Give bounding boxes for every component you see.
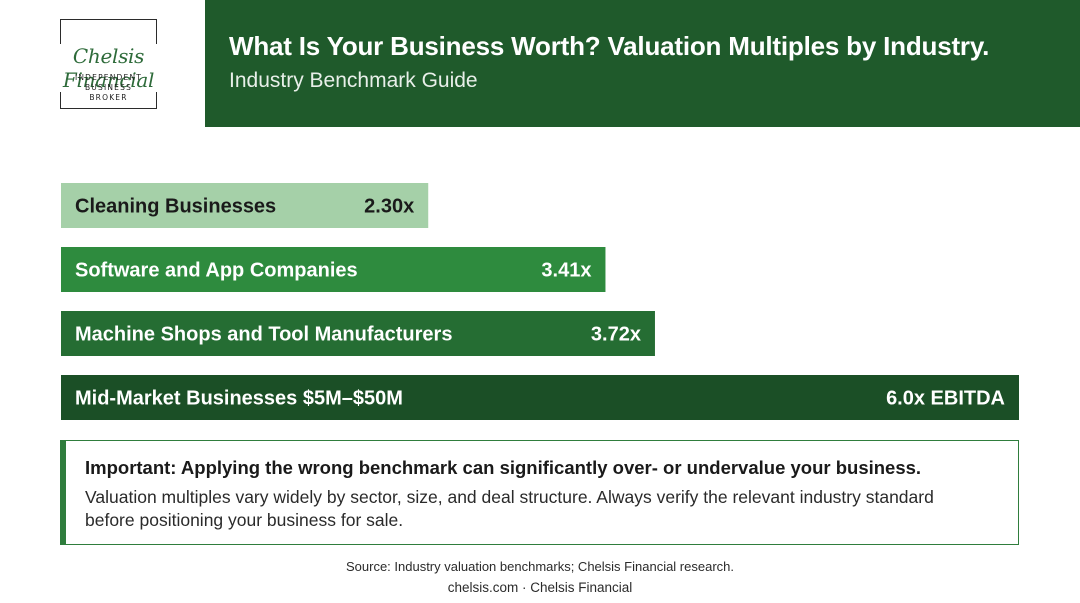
bar-category-label: Cleaning Businesses <box>75 196 276 218</box>
note-body: Valuation multiples vary widely by secto… <box>85 487 934 530</box>
logo-tagline: INDEPENDENT BUSINESS BROKER <box>61 73 156 103</box>
page-title: What Is Your Business Worth? Valuation M… <box>229 31 990 61</box>
bar-category-label: Mid-Market Businesses $5M–$50M <box>75 388 403 410</box>
footer: chelsis.com · Chelsis Financial <box>447 580 633 595</box>
logo-tagline-line3: BROKER <box>89 93 128 102</box>
bar-value-label: 3.72x <box>591 324 641 346</box>
bar-1 <box>61 183 429 228</box>
bar-chart: Cleaning Businesses 2.30x Software and App… <box>61 183 1019 420</box>
bar-category-label: Machine Shops and Tool Manufacturers <box>75 324 452 346</box>
logo-tagline-line1: INDEPENDENT <box>74 73 143 82</box>
page-subtitle: Industry Benchmark Guide <box>229 69 478 92</box>
bar-value-label: 3.41x <box>541 260 591 282</box>
bar-category-label: Software and App Companies <box>75 260 358 282</box>
bar-2 <box>61 247 606 292</box>
source-note: Source: Industry valuation benchmarks; C… <box>345 559 734 574</box>
bar-3 <box>61 311 655 356</box>
bar-value-label: 6.0x EBITDA <box>886 388 1005 410</box>
important-note: Important: Applying the wrong benchmark … <box>60 440 1019 545</box>
header-band: What Is Your Business Worth? Valuation M… <box>205 0 1080 127</box>
logo-script-text: Chelsis Financial <box>27 44 190 92</box>
bar-value-label: 2.30x <box>364 196 414 218</box>
logo: Chelsis Financial INDEPENDENT BUSINESS B… <box>27 19 190 109</box>
note-title: Important: Applying the wrong benchmark … <box>85 457 922 478</box>
logo-tagline-line2: BUSINESS <box>84 83 133 92</box>
bar-4 <box>61 375 1019 420</box>
